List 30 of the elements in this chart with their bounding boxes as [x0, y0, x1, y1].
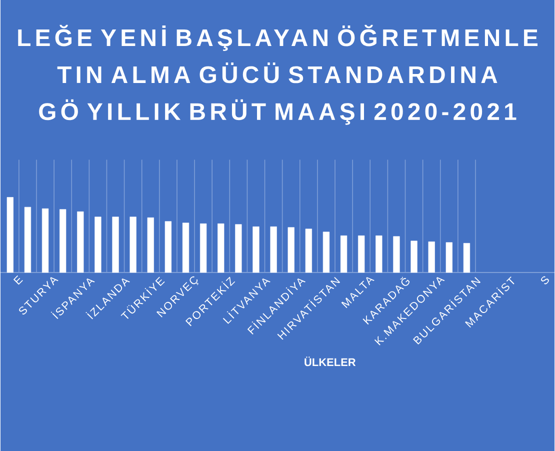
bar: [410, 240, 418, 273]
bar: [218, 223, 224, 273]
bar: [252, 226, 260, 273]
bar: [147, 217, 154, 273]
bar: [428, 241, 435, 273]
x-axis-title: ÜLKELER: [304, 356, 356, 366]
bar: [200, 223, 207, 273]
bar: [235, 224, 242, 273]
bar: [112, 216, 119, 273]
bar: [164, 221, 172, 273]
bar: [322, 232, 330, 273]
bar: [77, 211, 84, 273]
bar: [446, 242, 452, 273]
bar: [60, 209, 66, 273]
bar: [288, 227, 294, 273]
bar: [305, 228, 312, 273]
bar: [463, 242, 470, 273]
bar: [182, 222, 190, 273]
bar: [42, 208, 49, 273]
bar: [358, 235, 365, 273]
bar: [6, 197, 14, 273]
bar: [130, 216, 136, 273]
text: S: [541, 276, 549, 284]
bar: [94, 216, 102, 273]
bar: [376, 235, 382, 273]
bar: [393, 236, 400, 273]
bar: [270, 226, 277, 273]
bar: [340, 235, 348, 273]
bar: [24, 206, 32, 273]
chart-title: LEĞE YENİ BAŞLAYAN ÖĞRETMENLE TIN ALMA GÜCÜ STANDARDINA GÖ YILLIK BRÜT MAAŞI 2020-2021: [18, 24, 538, 125]
